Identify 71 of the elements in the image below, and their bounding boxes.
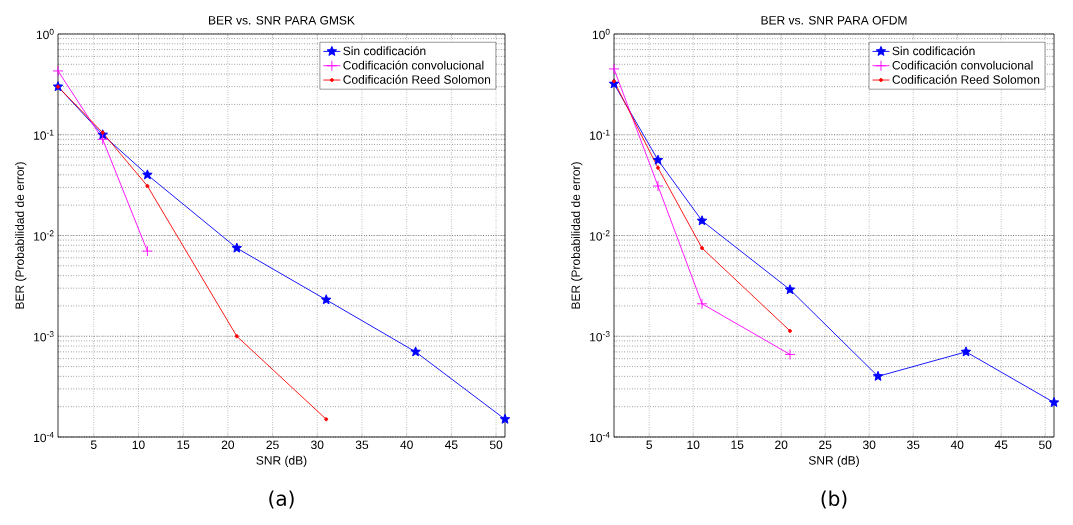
y-tick-label: 10$^{-3}$: [590, 331, 610, 342]
x-tick-label: 20: [221, 440, 235, 450]
legend-label: Codificación Reed Solomon: [343, 74, 491, 84]
point: [100, 130, 105, 135]
point: [872, 370, 884, 381]
point: [56, 84, 60, 89]
point: [142, 169, 153, 180]
legend-label: Codificación convolucional: [892, 60, 1033, 70]
point: [234, 334, 239, 339]
y-tick-label: 10$^{0}$: [592, 28, 610, 40]
y-tick-label: 10$^{-2}$: [34, 230, 54, 241]
text: (b): [821, 490, 847, 509]
x-tick-label: 40: [400, 440, 413, 450]
legend-label: Sin codificación: [343, 46, 426, 56]
legend-label: Sin codificación: [892, 46, 975, 56]
chart-title: BER vs. SNR PARA OFDM: [761, 16, 907, 25]
x-tick-label: 5: [90, 440, 97, 449]
legend-label: Codificación Reed Solomon: [892, 74, 1040, 84]
y-tick-label: 10$^{-4}$: [34, 431, 54, 443]
x-tick-label: 25: [819, 440, 832, 450]
point: [324, 417, 329, 422]
x-tick-label: 35: [906, 440, 920, 450]
y-tick-label: 10$^{-1}$: [590, 129, 610, 140]
x-tick-label: 50: [489, 440, 503, 450]
x-tick-label: 45: [994, 440, 1008, 449]
x-tick-label: 15: [731, 440, 744, 449]
x-tick-label: 25: [266, 440, 279, 450]
point: [784, 348, 796, 360]
x-tick-label: 20: [775, 440, 788, 450]
point: [700, 246, 704, 251]
point: [499, 413, 511, 424]
x-tick-label: 15: [177, 440, 190, 449]
x-tick-label: 30: [862, 440, 876, 450]
point: [612, 79, 616, 84]
y-axis-title: BER (Probabilidad de error): [15, 162, 27, 309]
point: [652, 180, 664, 192]
legend-label: Codificación convolucional: [343, 60, 484, 70]
text: (a): [269, 490, 294, 509]
x-axis-title: SNR (dB): [256, 455, 307, 468]
point: [145, 184, 150, 188]
y-axis-title: BER (Probabilidad de error): [571, 162, 583, 309]
x-tick-label: 45: [444, 440, 458, 449]
chart-title: BER vs. SNR PARA GMSK: [209, 16, 355, 25]
point: [696, 298, 708, 310]
y-tick-label: 10$^{-1}$: [34, 129, 54, 140]
point: [608, 63, 620, 75]
x-tick-label: 35: [355, 440, 369, 450]
point: [52, 65, 64, 77]
point: [97, 133, 109, 145]
point: [696, 215, 708, 226]
x-tick-label: 10: [132, 440, 145, 450]
x-tick-label: 40: [950, 440, 964, 450]
point: [231, 242, 242, 253]
point: [652, 154, 664, 165]
x-tick-label: 50: [1039, 440, 1052, 450]
point: [410, 346, 421, 357]
point: [656, 165, 660, 170]
y-tick-label: 10$^{0}$: [36, 28, 54, 40]
y-tick-label: 10$^{-4}$: [590, 431, 610, 443]
x-tick-label: 10: [687, 440, 700, 450]
y-tick-label: 10$^{-3}$: [34, 331, 54, 342]
point: [1048, 397, 1060, 407]
point: [141, 245, 153, 257]
point: [788, 328, 792, 333]
y-tick-label: 10$^{-2}$: [590, 230, 610, 241]
point: [321, 294, 332, 305]
point: [784, 284, 796, 295]
x-tick-label: 5: [646, 440, 653, 449]
x-tick-label: 30: [311, 440, 324, 450]
point: [960, 346, 972, 357]
x-axis-title: SNR (dB): [808, 455, 859, 468]
